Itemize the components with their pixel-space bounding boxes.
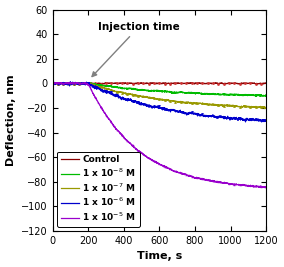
1 x 10$^{-7}$ M — [86, 81, 89, 84]
Legend: Control, 1 x 10$^{-8}$ M, 1 x 10$^{-7}$ M, 1 x 10$^{-6}$ M, 1 x 10$^{-5}$ M: Control, 1 x 10$^{-8}$ M, 1 x 10$^{-7}$ … — [57, 152, 140, 226]
Y-axis label: Deflection, nm: Deflection, nm — [6, 74, 16, 166]
1 x 10$^{-7}$ M — [264, 106, 268, 109]
1 x 10$^{-7}$ M — [263, 107, 266, 110]
Text: Injection time: Injection time — [92, 22, 180, 77]
Control — [264, 81, 268, 85]
1 x 10$^{-5}$ M — [168, 167, 171, 170]
1 x 10$^{-7}$ M — [87, 82, 91, 85]
1 x 10$^{-5}$ M — [87, 84, 91, 87]
1 x 10$^{-5}$ M — [51, 82, 54, 85]
1 x 10$^{-6}$ M — [123, 97, 126, 100]
1 x 10$^{-7}$ M — [163, 98, 167, 101]
Control — [87, 82, 91, 85]
1 x 10$^{-7}$ M — [168, 99, 171, 103]
Control — [123, 82, 126, 85]
Control — [255, 83, 258, 86]
1 x 10$^{-6}$ M — [69, 80, 72, 84]
1 x 10$^{-8}$ M — [123, 87, 126, 90]
1 x 10$^{-8}$ M — [168, 91, 171, 94]
1 x 10$^{-6}$ M — [163, 109, 167, 112]
1 x 10$^{-7}$ M — [123, 92, 126, 95]
1 x 10$^{-8}$ M — [79, 82, 83, 85]
1 x 10$^{-7}$ M — [79, 82, 83, 85]
1 x 10$^{-6}$ M — [168, 109, 171, 112]
Control — [51, 81, 54, 85]
Control — [163, 81, 167, 85]
1 x 10$^{-8}$ M — [264, 93, 268, 97]
1 x 10$^{-5}$ M — [264, 186, 268, 189]
Control — [144, 82, 147, 85]
1 x 10$^{-7}$ M — [51, 81, 54, 85]
1 x 10$^{-6}$ M — [80, 83, 83, 86]
Line: 1 x 10$^{-8}$ M: 1 x 10$^{-8}$ M — [53, 82, 266, 96]
1 x 10$^{-6}$ M — [87, 82, 91, 85]
1 x 10$^{-8}$ M — [87, 82, 90, 85]
Line: 1 x 10$^{-5}$ M: 1 x 10$^{-5}$ M — [53, 83, 266, 188]
1 x 10$^{-8}$ M — [163, 90, 166, 93]
1 x 10$^{-5}$ M — [144, 155, 147, 158]
Control — [80, 82, 83, 85]
1 x 10$^{-8}$ M — [51, 81, 54, 84]
1 x 10$^{-6}$ M — [264, 119, 268, 122]
1 x 10$^{-5}$ M — [80, 82, 83, 85]
Line: 1 x 10$^{-7}$ M: 1 x 10$^{-7}$ M — [53, 83, 266, 109]
1 x 10$^{-8}$ M — [143, 89, 147, 92]
1 x 10$^{-6}$ M — [51, 82, 54, 85]
1 x 10$^{-5}$ M — [123, 137, 126, 140]
X-axis label: Time, s: Time, s — [137, 252, 182, 261]
1 x 10$^{-6}$ M — [144, 103, 147, 106]
1 x 10$^{-7}$ M — [144, 95, 147, 98]
Control — [66, 81, 70, 84]
1 x 10$^{-5}$ M — [60, 81, 63, 84]
Line: 1 x 10$^{-6}$ M: 1 x 10$^{-6}$ M — [53, 82, 266, 122]
1 x 10$^{-5}$ M — [163, 166, 167, 169]
Line: Control: Control — [53, 83, 266, 84]
1 x 10$^{-5}$ M — [264, 186, 268, 189]
1 x 10$^{-6}$ M — [261, 120, 265, 123]
1 x 10$^{-8}$ M — [258, 95, 262, 98]
Control — [168, 82, 171, 85]
